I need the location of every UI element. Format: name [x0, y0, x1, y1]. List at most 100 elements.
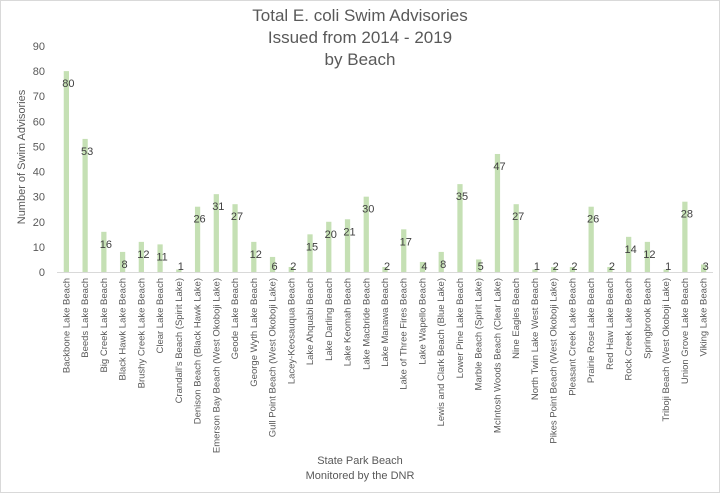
data-label: 1 [534, 261, 540, 273]
x-tick-label: Lake Wapello Beach [417, 278, 428, 365]
bar [682, 201, 688, 272]
x-tick-label: Lake Ahquabi Beach [305, 278, 316, 365]
data-label: 11 [156, 251, 167, 263]
bar [157, 244, 163, 272]
bar [82, 138, 88, 272]
x-tick-label: Triboji Beach (West Okoboji Lake) [661, 278, 672, 422]
x-tick-label: Big Creek Lake Beach [99, 278, 110, 373]
bar [382, 266, 388, 272]
x-tick-label: Lake Macbride Beach [361, 278, 372, 370]
data-label: 14 [625, 244, 637, 256]
bar [176, 269, 182, 272]
bar [626, 236, 632, 272]
x-tick-label: Pleasant Creek Lake Beach [567, 278, 578, 396]
y-tick-label: 40 [33, 167, 45, 179]
data-label: 47 [493, 161, 505, 173]
y-tick-label: 90 [33, 41, 45, 53]
data-label: 2 [384, 261, 390, 273]
bar [419, 261, 426, 272]
data-label: 35 [456, 191, 468, 203]
data-label: 6 [271, 261, 277, 273]
data-label: 16 [100, 239, 112, 251]
bar [569, 266, 576, 272]
x-tick-label: Beeds Lake Beach [80, 278, 91, 358]
y-tick-label: 70 [33, 91, 45, 103]
x-tick-label: Red Haw Lake Beach [605, 278, 616, 370]
data-label: 4 [421, 261, 427, 273]
chart-title-line-3: by Beach [324, 50, 396, 69]
x-tick-label: Rock Creek Lake Beach [624, 278, 635, 380]
chart-title-line-2: Issued from 2014 - 2019 [267, 28, 453, 47]
x-tick-label: Lake Keomah Beach [343, 278, 354, 366]
x-tick-label: Prairie Rose Lake Beach [586, 278, 597, 383]
data-label: 27 [512, 211, 524, 223]
x-tick-label: Lewis and Clark Beach (Blue Lake) [436, 278, 447, 426]
data-label: 26 [587, 214, 599, 226]
data-label: 2 [609, 261, 615, 273]
bar [232, 204, 238, 272]
y-tick-label: 10 [33, 242, 45, 254]
x-tick-label: North Twin Lake West Beach [530, 278, 541, 400]
data-label: 21 [343, 226, 355, 238]
bar [363, 196, 369, 272]
bar [607, 266, 613, 272]
bar [138, 241, 144, 272]
bar [251, 241, 257, 272]
data-label: 80 [62, 78, 74, 90]
data-label: 2 [571, 261, 577, 273]
data-label: 2 [553, 261, 559, 273]
data-label: 3 [703, 261, 709, 273]
x-tick-label: Crandall's Beach (Spirit Lake) [174, 278, 185, 403]
data-label: 53 [81, 146, 93, 158]
bar [438, 251, 444, 272]
data-label: 26 [193, 214, 205, 226]
data-label: 15 [306, 241, 318, 253]
bar [119, 251, 126, 272]
bar [701, 264, 707, 272]
x-tick-label: Black Hawk Lake Beach [118, 278, 129, 380]
bar [513, 204, 519, 272]
x-tick-label: Clear Lake Beach [155, 278, 166, 354]
x-tick-label: Nine Eagles Beach [511, 278, 522, 359]
x-tick-label: Lacey-Keosauqua Beach [286, 278, 297, 384]
bar [307, 234, 313, 272]
data-label: 28 [681, 209, 693, 221]
x-tick-label: Springbrook Beach [642, 278, 653, 359]
bar [401, 229, 407, 272]
bar [101, 231, 107, 272]
bar [476, 259, 482, 272]
y-tick-label: 30 [33, 192, 45, 204]
data-label: 20 [325, 229, 337, 241]
x-tick-label: George Wyth Lake Beach [249, 278, 260, 387]
y-tick-label: 60 [33, 116, 45, 128]
data-label: 17 [400, 236, 412, 248]
x-tick-label: Gull Point Beach (West Okoboji Lake) [268, 278, 279, 437]
x-tick-label: Union Grove Lake Beach [680, 278, 691, 384]
data-label: 12 [137, 249, 149, 261]
data-label: 12 [250, 249, 262, 261]
chart-title-line-1: Total E. coli Swim Advisories [252, 6, 468, 25]
data-label: 8 [122, 259, 128, 271]
data-label: 2 [290, 261, 296, 273]
bar [213, 194, 219, 272]
bar [532, 269, 538, 272]
x-axis-label-line-1: State Park Beach [317, 455, 403, 467]
y-tick-label: 20 [33, 217, 45, 229]
x-tick-label: Brushy Creek Lake Beach [136, 278, 147, 388]
x-tick-label: Lake of Three Fires Beach [399, 278, 410, 390]
x-tick-label: McIntosh Woods Beach (Clear Lake) [492, 278, 503, 433]
data-label: 5 [478, 261, 484, 273]
x-tick-label: Geode Lake Beach [230, 278, 241, 359]
bar [494, 153, 501, 272]
x-tick-label: Emerson Bay Beach (West Okoboji Lake) [211, 278, 222, 453]
bar [63, 71, 69, 272]
bar [344, 219, 351, 272]
y-tick-label: 80 [33, 66, 45, 78]
x-tick-label: Lake Manawa Beach [380, 278, 391, 367]
x-tick-label: Lower Pine Lake Beach [455, 278, 466, 378]
data-label: 27 [231, 211, 243, 223]
data-label: 1 [665, 261, 671, 273]
data-label: 8 [440, 259, 446, 271]
bar [194, 206, 201, 272]
